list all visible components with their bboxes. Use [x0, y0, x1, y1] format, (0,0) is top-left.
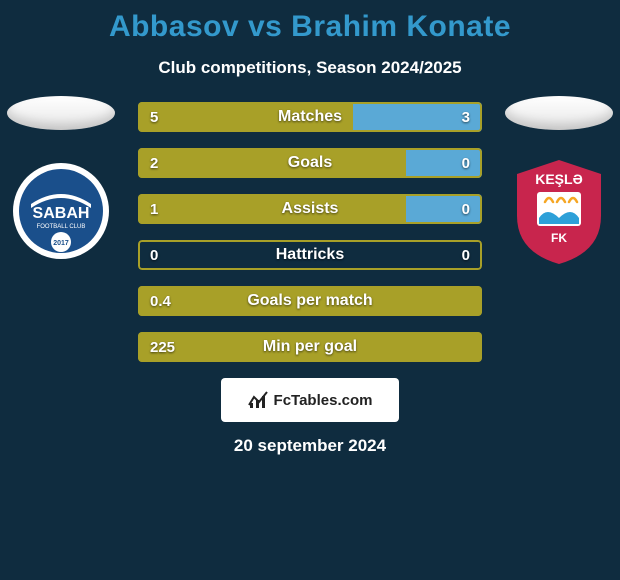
player-avatar-placeholder	[7, 96, 115, 130]
chart-area: SABAH FOOTBALL CLUB 2017 KEŞLƏ FK	[0, 96, 620, 362]
player-avatar-placeholder	[505, 96, 613, 130]
brand-badge: FcTables.com	[221, 378, 399, 422]
left-player-slot: SABAH FOOTBALL CLUB 2017	[6, 96, 116, 266]
stat-rows: 53Matches 20Goals 10Assists 0 0Hattricks 0.4G…	[138, 96, 482, 362]
left-value: 0	[150, 240, 158, 270]
left-bar	[138, 286, 482, 316]
date-line: 20 september 2024	[0, 436, 620, 456]
badge-text: KEŞLƏ	[535, 171, 583, 187]
kesle-badge-icon: KEŞLƏ FK	[509, 156, 609, 266]
stat-row: 0.4Goals per match	[138, 286, 482, 316]
right-value: 0	[462, 240, 470, 270]
right-bar	[406, 148, 482, 178]
right-player-slot: KEŞLƏ FK	[504, 96, 614, 266]
brand-text: FcTables.com	[274, 392, 373, 409]
stat-row: 225Min per goal	[138, 332, 482, 362]
stat-row: 20Goals	[138, 148, 482, 178]
left-bar	[138, 332, 482, 362]
row-border	[138, 240, 482, 270]
stat-row: 0 0Hattricks	[138, 240, 482, 270]
chart-icon	[248, 391, 268, 409]
left-bar	[138, 194, 406, 224]
subtitle: Club competitions, Season 2024/2025	[0, 58, 620, 78]
left-bar	[138, 102, 353, 132]
row-label: Hattricks	[138, 240, 482, 270]
right-bar	[353, 102, 482, 132]
right-bar	[406, 194, 482, 224]
page-title: Abbasov vs Brahim Konate	[0, 0, 620, 44]
badge-subtext: FOOTBALL CLUB	[37, 224, 86, 230]
sabah-badge-icon: SABAH FOOTBALL CLUB 2017	[11, 156, 111, 266]
badge-text: SABAH	[33, 205, 90, 222]
left-bar	[138, 148, 406, 178]
left-club-badge: SABAH FOOTBALL CLUB 2017	[11, 156, 111, 266]
stat-row: 53Matches	[138, 102, 482, 132]
badge-year: 2017	[53, 240, 69, 247]
right-club-badge: KEŞLƏ FK	[509, 156, 609, 266]
badge-subtext: FK	[551, 231, 567, 245]
stat-row: 10Assists	[138, 194, 482, 224]
comparison-infographic: Abbasov vs Brahim Konate Club competitio…	[0, 0, 620, 580]
